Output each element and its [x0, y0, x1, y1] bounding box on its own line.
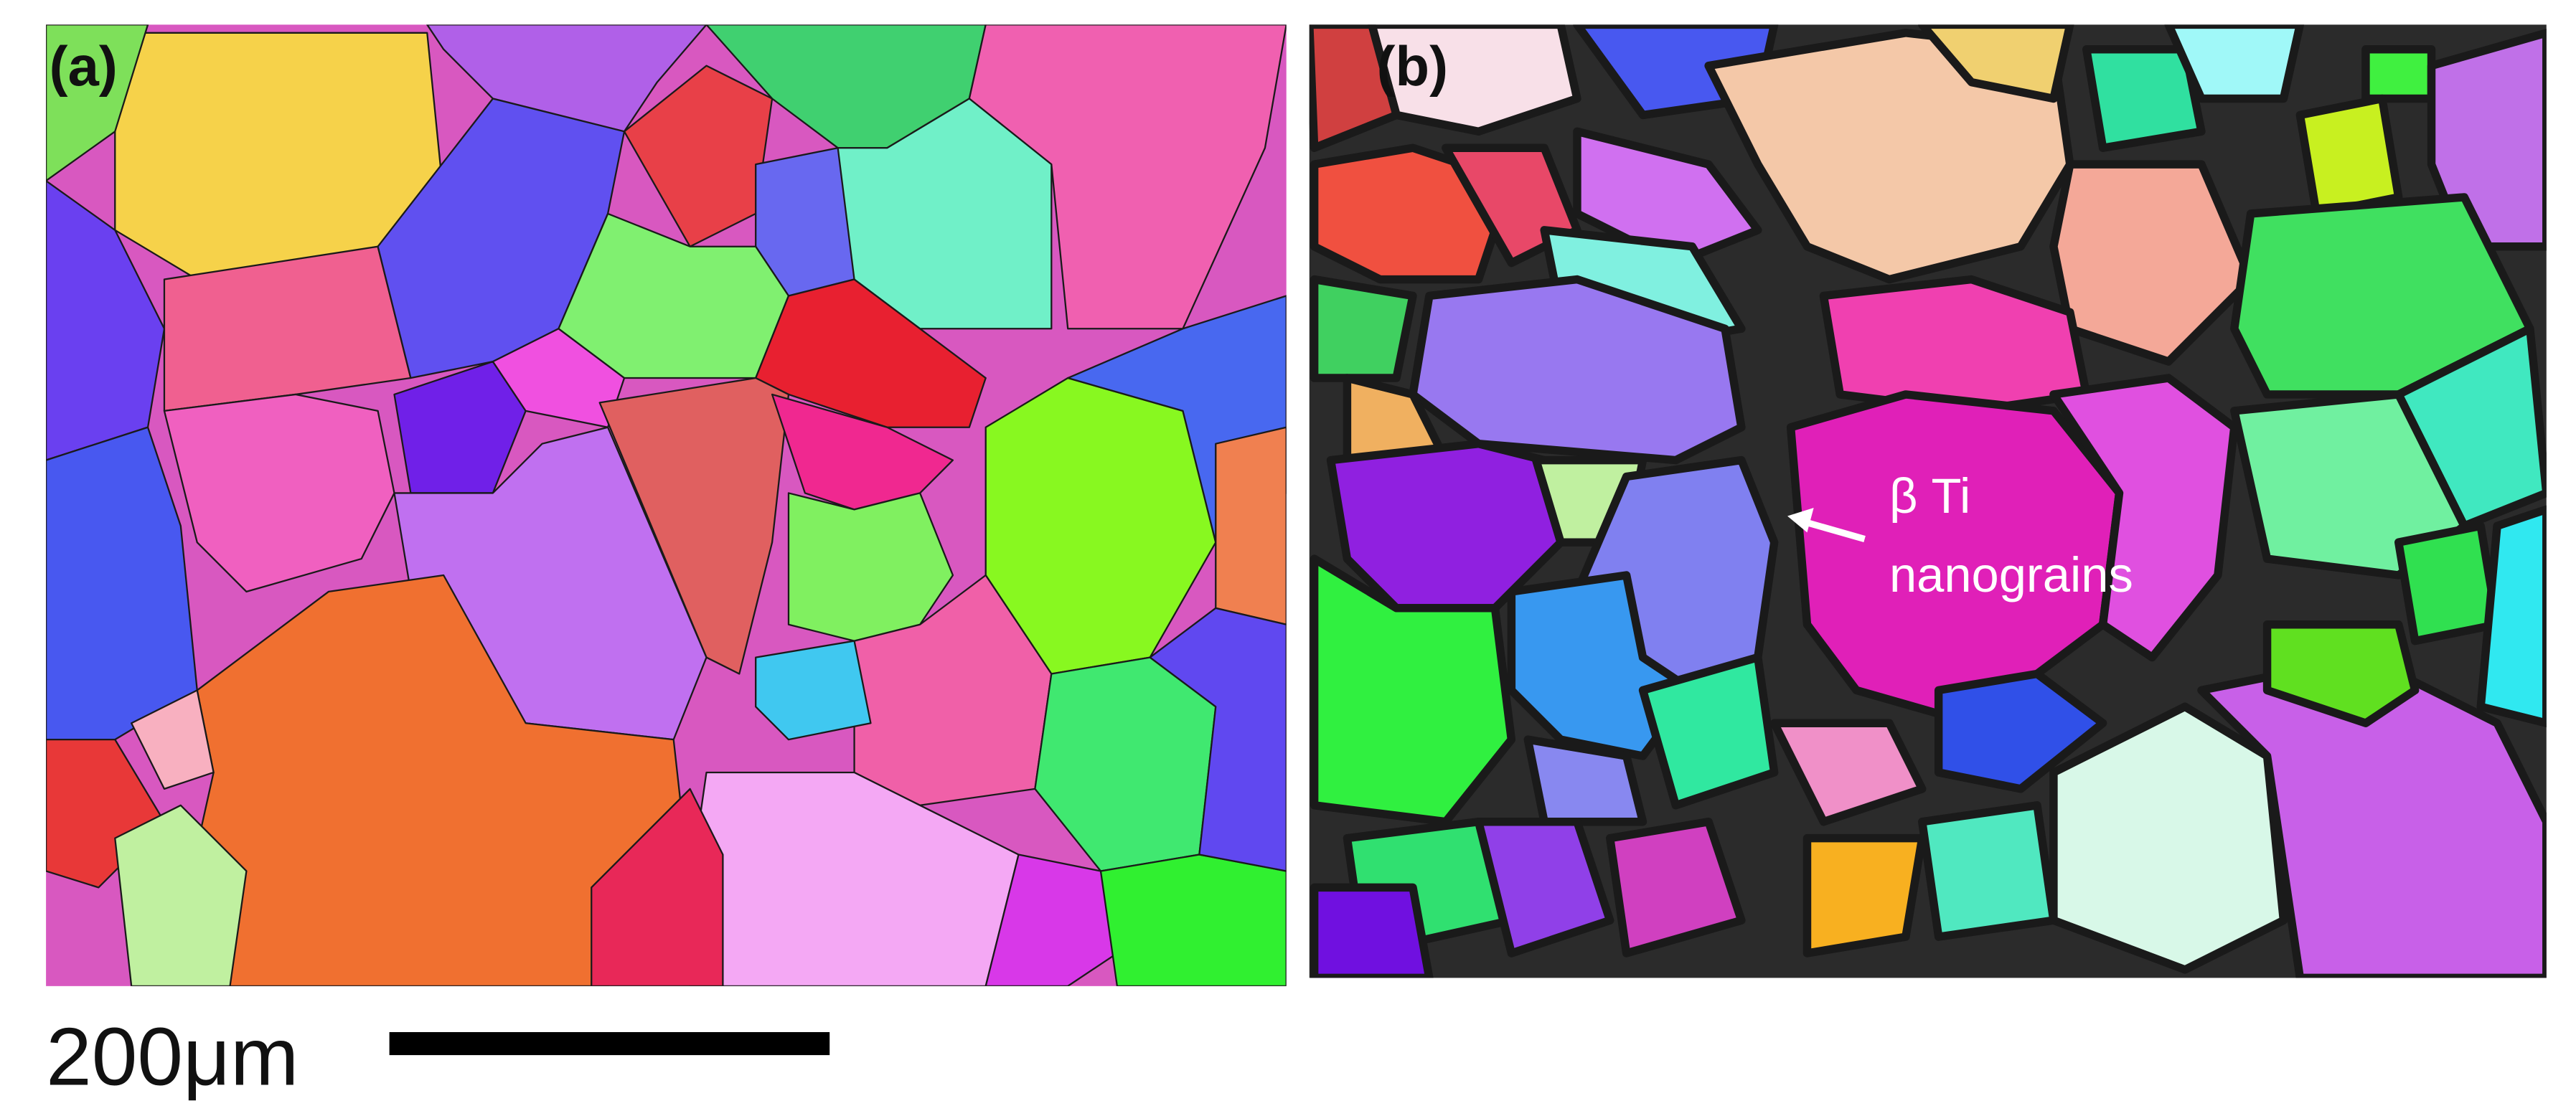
grain — [163, 393, 395, 593]
panel-label: (a) — [50, 35, 118, 98]
grain — [1786, 390, 2124, 727]
grain — [1573, 127, 1762, 268]
grain — [1523, 735, 1647, 826]
scale-bar — [389, 1032, 830, 1056]
grain — [591, 788, 724, 986]
grain — [131, 689, 215, 790]
grain — [1802, 833, 1927, 958]
arrow-head — [1787, 508, 1814, 533]
grain — [1310, 883, 1434, 978]
panel-b-map — [1309, 24, 2547, 978]
grain — [2049, 374, 2239, 662]
grain — [2262, 620, 2420, 727]
grain — [46, 24, 149, 182]
grain — [2049, 160, 2255, 366]
grain — [755, 278, 987, 428]
grain — [393, 360, 527, 494]
grain — [1918, 24, 2074, 103]
grain — [1309, 24, 1401, 152]
grain — [2082, 45, 2206, 152]
grain — [787, 492, 954, 642]
panel-a-map — [46, 24, 1287, 986]
annotation-arrow — [1806, 519, 1866, 542]
grain — [2164, 24, 2305, 103]
grain — [1474, 817, 1614, 958]
grain — [1606, 817, 1746, 958]
grain — [1215, 426, 1287, 625]
grain — [1769, 719, 1927, 826]
grain — [1638, 653, 1779, 810]
grain — [1918, 801, 2058, 941]
grain — [1409, 275, 1746, 465]
grain — [1149, 607, 1287, 872]
grain — [1099, 854, 1287, 986]
grain — [1310, 554, 1516, 826]
grain — [46, 179, 166, 461]
grain — [2394, 521, 2501, 646]
grain — [2427, 29, 2547, 251]
grain — [755, 640, 872, 741]
grain — [163, 245, 412, 412]
grain — [1934, 669, 2107, 793]
scale-bar-label: 200μm — [46, 1011, 299, 1102]
grain — [1326, 439, 1565, 613]
grain — [114, 804, 248, 986]
grain — [623, 65, 774, 247]
annotation-text: β Ti — [1889, 468, 1970, 524]
grain — [2295, 94, 2403, 218]
grain — [2476, 505, 2547, 727]
panel-label: (b) — [1377, 35, 1448, 98]
grain — [984, 854, 1119, 986]
annotation-text: nanograins — [1889, 547, 2133, 602]
grain — [2361, 45, 2436, 103]
grain — [1310, 275, 1417, 382]
